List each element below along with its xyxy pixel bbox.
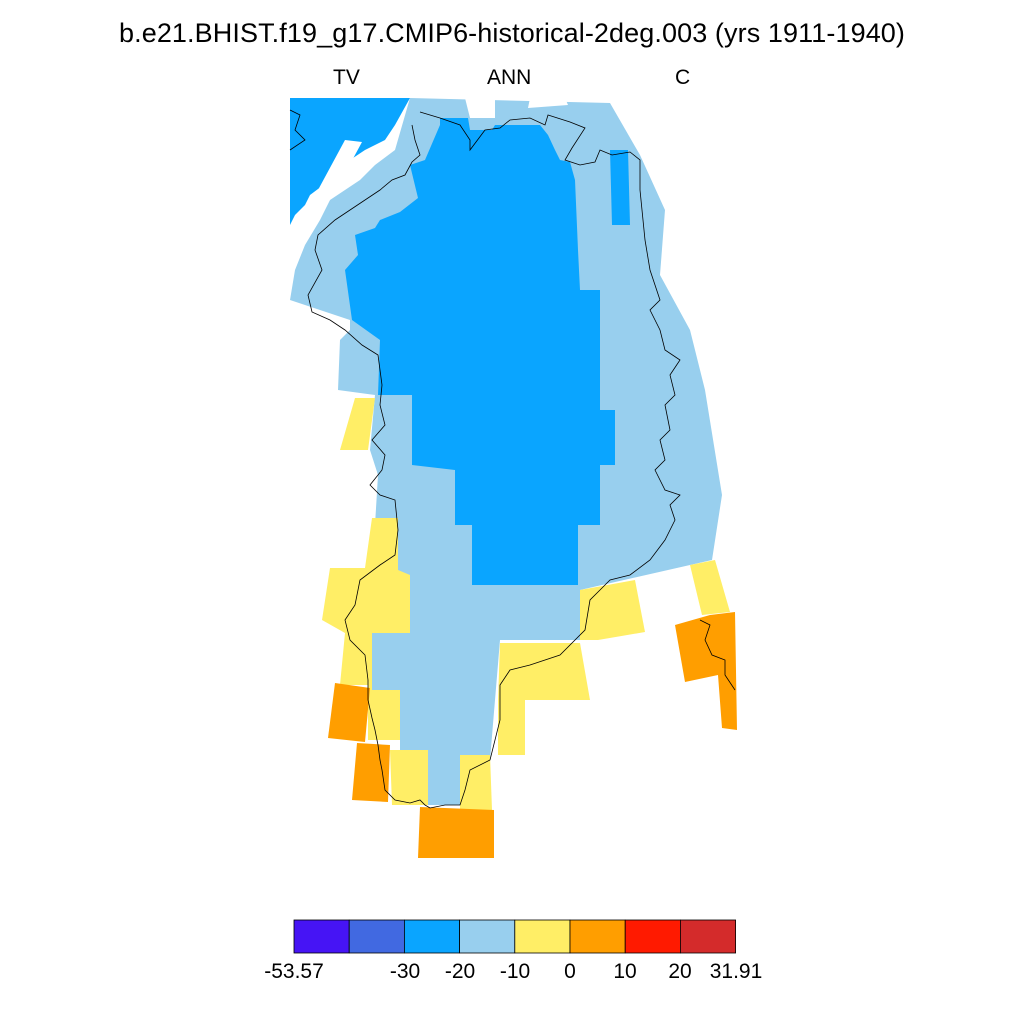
colorbar-swatch (403, 919, 460, 954)
map-cell-interior (345, 118, 615, 585)
gap-north (465, 98, 495, 118)
region-minus-30-to-minus-20 (290, 98, 630, 585)
region-10-to-20 (328, 612, 737, 858)
ocean-gaps (290, 98, 568, 240)
map-cell-sw-orange-2 (352, 743, 390, 802)
colorbar-label: 10 (613, 960, 637, 983)
colorbar-swatch (459, 919, 516, 954)
colorbar-swatch (569, 919, 626, 954)
colorbar-label: 0 (564, 960, 576, 983)
coastline (289, 109, 736, 809)
colorbar-label-max: 31.91 (709, 960, 763, 983)
gap-northwest-1 (318, 140, 362, 192)
map-cell-west-small (340, 398, 375, 450)
colorbar-label: -10 (499, 960, 531, 983)
subtitle-variable: TV (333, 66, 360, 89)
colorbar-label: 20 (668, 960, 692, 983)
subtitle-season: ANN (487, 66, 532, 89)
map-cell-south-tip-right (460, 755, 492, 810)
map-cell-south-tip-left (390, 750, 428, 805)
map-cell-southeast (580, 580, 645, 640)
colorbar-swatch (680, 919, 737, 954)
map-cell-south-orange (418, 807, 494, 858)
map-cell-northeast-strip (610, 150, 630, 225)
colorbar-swatch (514, 919, 571, 954)
gap-north-2 (528, 98, 568, 108)
map-cell-east-coast (690, 560, 730, 615)
colorbar-label: -30 (389, 960, 421, 983)
gap-northwest-2 (290, 200, 330, 240)
colorbar-swatch (624, 919, 681, 954)
subtitle-units: C (675, 66, 691, 89)
map-cell-east-orange (675, 612, 737, 730)
map-cell-sw-orange-1 (328, 683, 370, 742)
plot-title: b.e21.BHIST.f19_g17.CMIP6-historical-2de… (118, 18, 906, 48)
colorbar-label: -20 (444, 960, 476, 983)
colorbar-swatch (293, 919, 350, 954)
colorbar-swatch (348, 919, 405, 954)
colorbar-label-min: -53.57 (264, 960, 324, 983)
map-cell-south-mid (498, 643, 590, 755)
map-cell-northwest (290, 98, 410, 225)
